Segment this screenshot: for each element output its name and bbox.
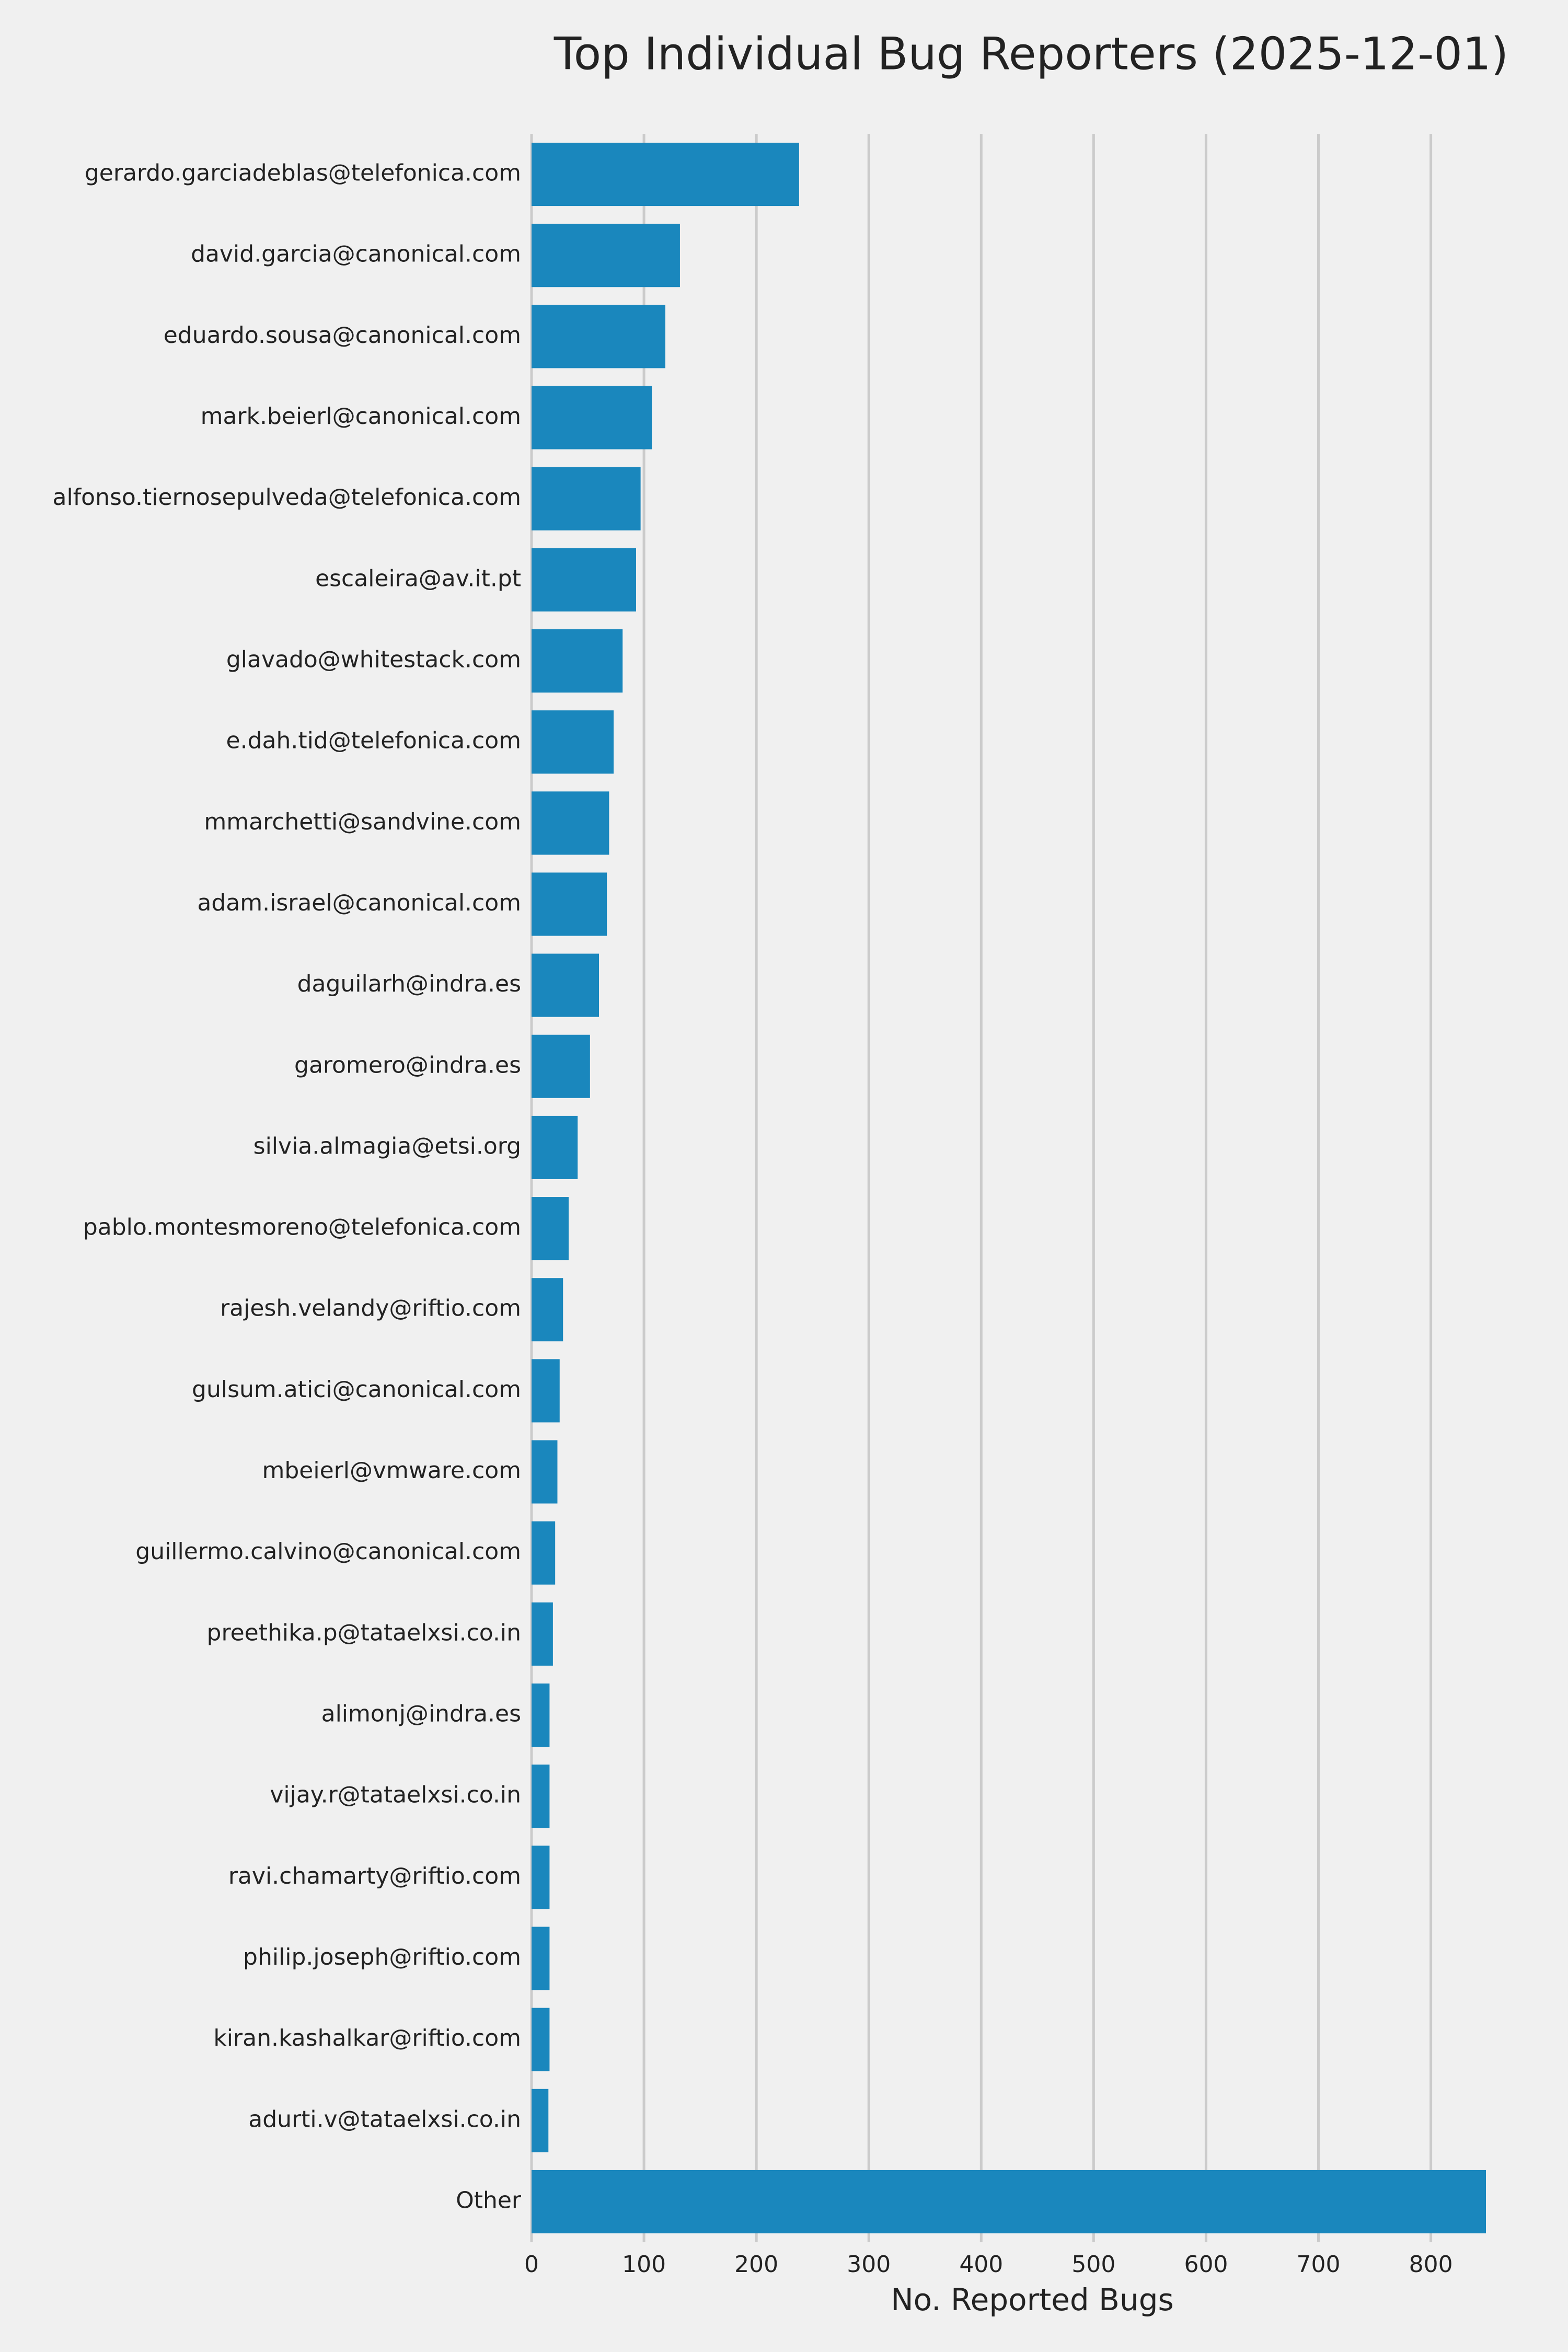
bar (532, 1440, 558, 1504)
y-tick-label: david.garcia@canonical.com (191, 241, 521, 268)
x-tick-label: 100 (622, 2251, 666, 2278)
chart-title: Top Individual Bug Reporters (2025-12-01… (554, 28, 1508, 80)
y-tick-label: guillermo.calvino@canonical.com (135, 1538, 521, 1565)
y-tick-label: eduardo.sousa@canonical.com (164, 322, 521, 349)
y-tick-label: kiran.kashalkar@riftio.com (213, 2025, 521, 2051)
x-tick-label: 200 (734, 2251, 778, 2278)
bar (532, 1521, 556, 1585)
bar (532, 1765, 550, 1828)
bar (532, 1034, 590, 1098)
y-tick-label: rajesh.velandy@riftio.com (220, 1295, 521, 1322)
y-tick-label: glavado@whitestack.com (226, 647, 521, 673)
y-tick-label: adam.israel@canonical.com (197, 890, 521, 916)
y-tick-label: pablo.montesmoreno@telefonica.com (83, 1214, 521, 1241)
bar (532, 791, 609, 855)
y-tick-label: preethika.p@tataelxsi.co.in (207, 1619, 521, 1646)
y-tick-label: alfonso.tiernosepulveda@telefonica.com (53, 484, 522, 511)
y-tick-label: silvia.almagia@etsi.org (253, 1133, 521, 1159)
y-tick-label: gerardo.garciadeblas@telefonica.com (85, 160, 521, 187)
y-tick-label: vijay.r@tataelxsi.co.in (270, 1782, 521, 1808)
y-tick-label: ravi.chamarty@riftio.com (228, 1863, 521, 1889)
bar (532, 710, 614, 774)
bar (532, 872, 607, 936)
y-tick-label: adurti.v@tataelxsi.co.in (248, 2106, 521, 2132)
bar (532, 224, 680, 287)
y-tick-label: mbeierl@vmware.com (262, 1457, 521, 1484)
y-tick-label: gulsum.atici@canonical.com (192, 1376, 521, 1403)
bar (532, 143, 799, 206)
bar (532, 953, 599, 1017)
bar (532, 1359, 560, 1423)
bar (532, 1927, 550, 1990)
bar (532, 1683, 550, 1747)
bar (532, 629, 623, 693)
bar (532, 386, 652, 449)
x-tick-label: 300 (847, 2251, 891, 2278)
x-tick-label: 700 (1297, 2251, 1341, 2278)
bar (532, 2170, 1486, 2233)
bar (532, 1197, 569, 1261)
bar (532, 1115, 578, 1179)
y-tick-label: mmarchetti@sandvine.com (204, 809, 521, 835)
bar (532, 1846, 550, 1909)
y-tick-label: mark.beierl@canonical.com (201, 403, 521, 430)
y-tick-label: e.dah.tid@telefonica.com (226, 728, 521, 754)
bar (532, 2008, 550, 2071)
bar (532, 2089, 549, 2152)
bar (532, 467, 641, 531)
y-tick-label: escaleira@av.it.pt (315, 565, 521, 592)
y-tick-label: alimonj@indra.es (321, 1701, 521, 1727)
x-tick-label: 600 (1184, 2251, 1228, 2278)
y-tick-label: garomero@indra.es (294, 1052, 521, 1078)
bar (532, 548, 637, 612)
bar (532, 305, 665, 368)
y-tick-label: philip.joseph@riftio.com (243, 1944, 521, 1970)
x-tick-label: 400 (959, 2251, 1003, 2278)
y-tick-label: daguilarh@indra.es (297, 971, 521, 997)
bar (532, 1278, 563, 1342)
bar (532, 1602, 553, 1666)
x-tick-label: 500 (1071, 2251, 1115, 2278)
x-tick-label: 0 (524, 2251, 539, 2278)
y-tick-label: Other (456, 2187, 522, 2213)
x-axis-label: No. Reported Bugs (891, 2282, 1174, 2318)
x-tick-label: 800 (1409, 2251, 1453, 2278)
